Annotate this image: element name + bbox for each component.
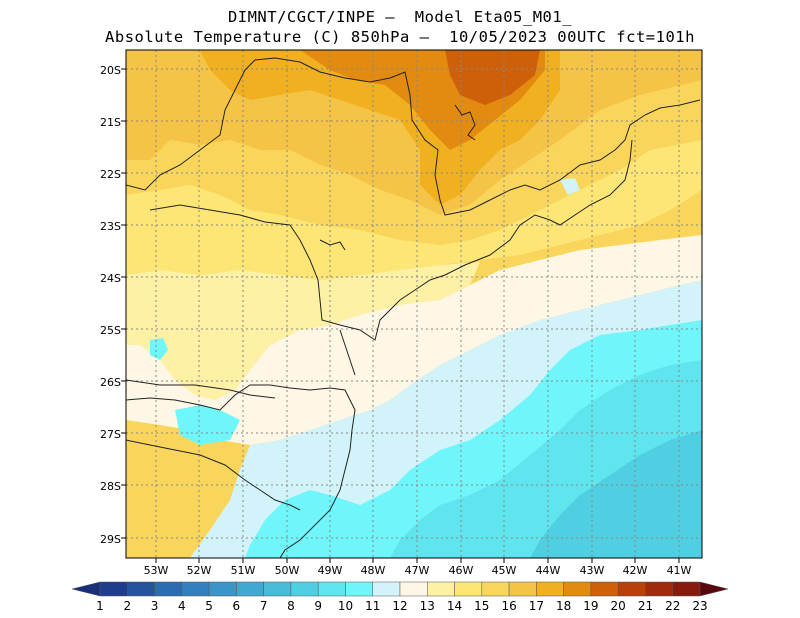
coastline-southeast — [149, 139, 633, 341]
colorbar-label: 3 — [151, 599, 159, 613]
lat-label: 26S — [100, 376, 121, 389]
colorbar-swatch — [563, 581, 592, 597]
lon-label: 46W — [449, 564, 474, 577]
colorbar-label: 19 — [583, 599, 598, 613]
colorbar-label: 11 — [365, 599, 380, 613]
colorbar-label: 22 — [665, 599, 680, 613]
map-borders — [126, 57, 701, 558]
colorbar-swatch — [236, 581, 264, 597]
longitude-labels: 53W 52W 51W 50W 49W 48W 47W 46W 45W 44W … — [144, 564, 692, 577]
reservoir-1 — [454, 104, 476, 141]
lat-label: 22S — [100, 168, 121, 181]
colorbar-swatch — [317, 581, 346, 597]
cold-patch — [150, 338, 168, 360]
colorbar-label: 16 — [501, 599, 516, 613]
colorbar-swatch — [263, 581, 292, 597]
colorbar-label: 17 — [529, 599, 544, 613]
colorbar-swatch — [454, 581, 483, 597]
band-15 — [126, 140, 520, 245]
colorbar-swatch — [427, 581, 455, 597]
colorbar-swatch — [154, 581, 183, 597]
colorbar-label: 18 — [556, 599, 571, 613]
colorbar-swatch — [481, 581, 510, 597]
colorbar-label: 1 — [96, 599, 104, 613]
lat-label: 20S — [100, 64, 121, 77]
colorbar-swatch — [645, 581, 673, 597]
colorbar-swatch — [127, 581, 155, 597]
colorbar-label: 6 — [233, 599, 241, 613]
title-line-2: Absolute Temperature (C) 850hPa – 10/05/… — [105, 28, 695, 46]
title-line-1: DIMNT/CGCT/INPE – Model Eta05_M01_ — [227, 8, 573, 26]
colorbar-swatch — [590, 581, 619, 597]
lon-label: 48W — [361, 564, 386, 577]
band-14 — [126, 140, 702, 280]
colorbar-label: 13 — [420, 599, 435, 613]
coastline-south — [126, 384, 356, 558]
lat-label: 25S — [100, 324, 121, 337]
colorbar-label: 14 — [447, 599, 462, 613]
lon-label: 49W — [318, 564, 343, 577]
band-10-west — [175, 405, 240, 445]
colorbar-label: 21 — [638, 599, 653, 613]
grid-lines — [121, 50, 702, 563]
reservoir-2 — [319, 239, 346, 251]
lon-label: 51W — [231, 564, 256, 577]
state-border-south — [126, 439, 301, 511]
lat-label: 27S — [100, 428, 121, 441]
lat-label: 24S — [100, 272, 121, 285]
band-13 — [126, 262, 480, 400]
lat-label: 23S — [100, 220, 121, 233]
colorbar-label: 15 — [474, 599, 489, 613]
colorbar-label: 7 — [260, 599, 268, 613]
colorbar-label: 23 — [692, 599, 707, 613]
plot-frame — [125, 49, 703, 559]
colorbar-swatch — [536, 581, 564, 597]
colorbar-swatch — [617, 581, 646, 597]
lon-label: 44W — [536, 564, 561, 577]
colorbar-swatch — [181, 581, 210, 597]
lon-label: 53W — [144, 564, 169, 577]
lat-label: 29S — [100, 533, 121, 546]
colorbar: 1 2 3 4 5 6 7 8 9 10 11 12 13 14 15 16 17 18 19 20 21 22 23 — [71, 581, 729, 613]
colorbar-swatch — [208, 581, 237, 597]
colorbar-label: 2 — [123, 599, 131, 613]
lon-label: 47W — [405, 564, 430, 577]
lon-label: 52W — [187, 564, 212, 577]
colorbar-swatch — [99, 581, 128, 597]
band-19 — [445, 50, 540, 105]
colorbar-swatch — [399, 581, 428, 597]
colorbar-label: 4 — [178, 599, 186, 613]
colorbar-label: 8 — [287, 599, 295, 613]
latitude-labels: 20S 21S 22S 23S 24S 25S 26S 27S 28S 29S — [100, 64, 121, 546]
colorbar-swatch — [672, 581, 701, 597]
colorbar-arrow-high — [699, 581, 729, 597]
lon-label: 43W — [580, 564, 605, 577]
lat-label: 21S — [100, 116, 121, 129]
cool-patch — [560, 178, 580, 195]
island-coast — [339, 329, 356, 376]
band-12 — [126, 235, 702, 445]
colorbar-label: 10 — [338, 599, 353, 613]
lon-label: 45W — [492, 564, 517, 577]
band-8 — [530, 430, 702, 558]
state-border-mid — [126, 379, 276, 399]
colorbar-swatch — [290, 581, 319, 597]
state-border-north — [126, 57, 701, 216]
colorbar-label: 20 — [611, 599, 626, 613]
colorbar-swatch — [508, 581, 537, 597]
colorbar-arrow-low — [71, 581, 101, 597]
lon-label: 41W — [667, 564, 692, 577]
lat-label: 28S — [100, 480, 121, 493]
temperature-field — [126, 50, 702, 558]
colorbar-swatch — [372, 581, 401, 597]
colorbar-label: 9 — [314, 599, 322, 613]
lon-label: 42W — [623, 564, 648, 577]
lon-label: 50W — [275, 564, 300, 577]
colorbar-label: 5 — [205, 599, 213, 613]
colorbar-label: 12 — [392, 599, 407, 613]
colorbar-swatch — [345, 581, 373, 597]
